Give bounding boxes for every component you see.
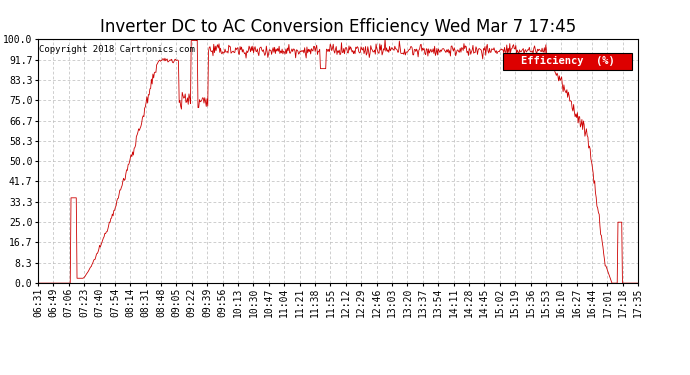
Text: Efficiency  (%): Efficiency (%) <box>521 56 615 66</box>
Text: Copyright 2018 Cartronics.com: Copyright 2018 Cartronics.com <box>39 45 195 54</box>
Title: Inverter DC to AC Conversion Efficiency Wed Mar 7 17:45: Inverter DC to AC Conversion Efficiency … <box>100 18 576 36</box>
FancyBboxPatch shape <box>503 53 632 70</box>
